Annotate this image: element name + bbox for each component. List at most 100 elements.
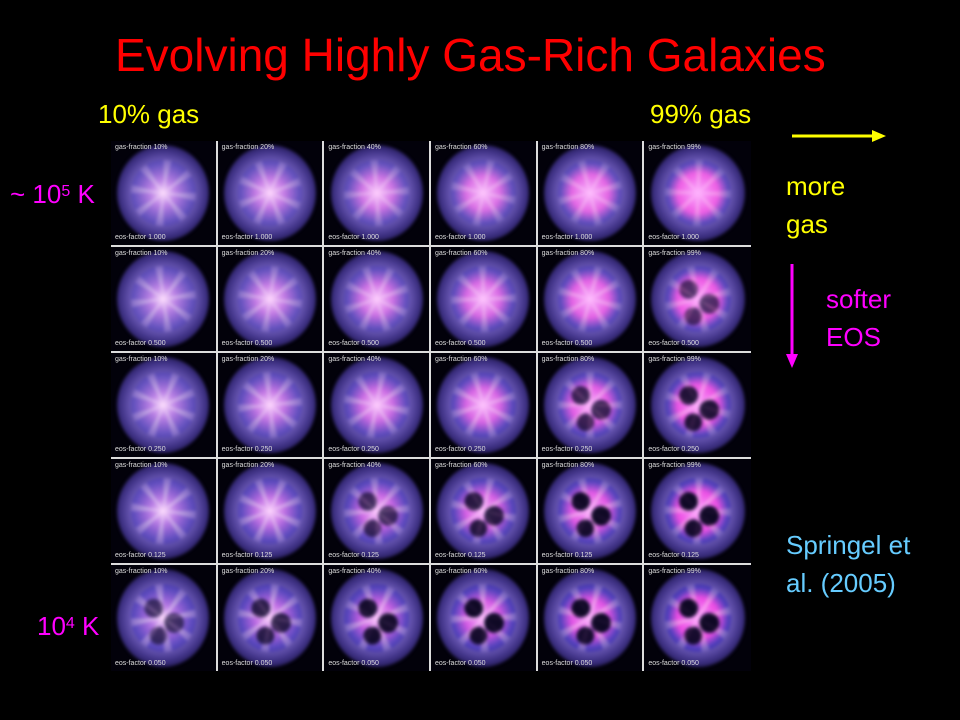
gas-fraction-label: gas-fraction 20% — [221, 462, 275, 469]
temp-exponent: 4 — [65, 615, 75, 632]
gas-fraction-label: gas-fraction 10% — [115, 144, 168, 151]
galaxy-image — [223, 357, 317, 453]
galaxy-image — [543, 569, 637, 667]
eos-factor-label: eos-factor 1.000 — [648, 234, 699, 241]
galaxy-image — [223, 463, 317, 559]
eos-factor-label: eos-factor 0.250 — [115, 446, 166, 453]
galaxy-image — [117, 569, 210, 667]
eos-factor-label: eos-factor 0.125 — [648, 552, 699, 559]
eos-factor-label: eos-factor 1.000 — [434, 234, 486, 241]
gas-fraction-label: gas-fraction 80% — [541, 462, 595, 469]
galaxy-panel: gas-fraction 10% eos-factor 1.000 — [111, 141, 218, 247]
galaxy-image — [437, 463, 530, 559]
gas-fraction-label: gas-fraction 10% — [115, 356, 168, 363]
galaxy-panel: gas-fraction 10% eos-factor 0.500 — [111, 247, 218, 353]
more-gas-line: more — [786, 171, 846, 201]
galaxy-image — [650, 145, 745, 241]
eos-factor-label: eos-factor 0.050 — [221, 660, 273, 667]
galaxy-image — [330, 463, 423, 559]
eos-factor-label: eos-factor 0.050 — [115, 660, 166, 667]
softer-eos-line: EOS — [826, 322, 881, 352]
eos-factor-label: eos-factor 0.125 — [434, 552, 486, 559]
gas-fraction-label: gas-fraction 40% — [328, 356, 381, 363]
galaxy-image — [117, 357, 210, 453]
gas-fraction-label: gas-fraction 20% — [221, 356, 275, 363]
hot-temperature-label: ~ 105 K — [10, 175, 95, 213]
cool-temperature-label: 104 K — [37, 607, 99, 645]
eos-factor-label: eos-factor 1.000 — [221, 234, 273, 241]
gas-fraction-label: gas-fraction 60% — [434, 462, 488, 469]
galaxy-panel: gas-fraction 60% eos-factor 0.250 — [430, 353, 538, 459]
eos-factor-label: eos-factor 0.250 — [648, 446, 699, 453]
galaxy-panel: gas-fraction 60% eos-factor 0.125 — [430, 459, 538, 565]
citation-line: al. (2005) — [786, 568, 896, 598]
gas-fraction-label: gas-fraction 40% — [328, 144, 381, 151]
galaxy-panel: gas-fraction 60% eos-factor 0.050 — [430, 565, 538, 671]
slide-title: Evolving Highly Gas-Rich Galaxies — [115, 29, 826, 81]
galaxy-panel: gas-fraction 80% eos-factor 0.125 — [537, 459, 645, 565]
eos-factor-label: eos-factor 0.125 — [115, 552, 166, 559]
gas-fraction-label: gas-fraction 60% — [434, 144, 488, 151]
galaxy-image — [223, 569, 317, 667]
eos-factor-label: eos-factor 1.000 — [541, 234, 593, 241]
eos-arrow-icon — [786, 264, 798, 368]
gas-fraction-label: gas-fraction 10% — [115, 462, 168, 469]
galaxy-image — [650, 463, 745, 559]
eos-factor-label: eos-factor 0.050 — [434, 660, 486, 667]
eos-factor-label: eos-factor 0.125 — [221, 552, 273, 559]
more-gas-text: more gas — [786, 167, 845, 243]
gas-fraction-label: gas-fraction 60% — [434, 356, 488, 363]
eos-factor-label: eos-factor 1.000 — [328, 234, 379, 241]
galaxy-panel: gas-fraction 80% eos-factor 0.250 — [537, 353, 645, 459]
gas-fraction-label: gas-fraction 40% — [328, 568, 381, 575]
galaxy-panel: gas-fraction 10% eos-factor 0.250 — [111, 353, 218, 459]
galaxy-image — [223, 145, 317, 241]
gas-fraction-label: gas-fraction 20% — [221, 144, 275, 151]
eos-factor-label: eos-factor 0.250 — [221, 446, 273, 453]
galaxy-image — [223, 251, 317, 347]
galaxy-panel: gas-fraction 40% eos-factor 0.050 — [324, 565, 431, 671]
eos-factor-label: eos-factor 1.000 — [115, 234, 166, 241]
gas-fraction-label: gas-fraction 80% — [541, 250, 595, 257]
galaxy-panel: gas-fraction 99% eos-factor 0.125 — [644, 459, 751, 565]
galaxy-image — [437, 251, 530, 347]
galaxy-panel: gas-fraction 20% eos-factor 0.500 — [217, 247, 325, 353]
more-gas-line: gas — [786, 209, 828, 239]
citation-line: Springel et — [786, 530, 911, 560]
galaxy-panel: gas-fraction 40% eos-factor 0.125 — [324, 459, 431, 565]
gas-fraction-label: gas-fraction 20% — [221, 250, 275, 257]
galaxy-image — [330, 251, 423, 347]
eos-factor-label: eos-factor 0.500 — [541, 340, 593, 347]
gas-fraction-label: gas-fraction 80% — [541, 568, 595, 575]
galaxy-image — [437, 357, 530, 453]
galaxy-image — [543, 463, 637, 559]
galaxy-image — [543, 145, 637, 241]
galaxy-image — [543, 357, 637, 453]
galaxy-panel: gas-fraction 20% eos-factor 0.050 — [217, 565, 325, 671]
gas-fraction-label: gas-fraction 99% — [648, 356, 701, 363]
galaxy-panel: gas-fraction 10% eos-factor 0.125 — [111, 459, 218, 565]
galaxy-panel: gas-fraction 99% eos-factor 0.050 — [644, 565, 751, 671]
eos-factor-label: eos-factor 0.250 — [434, 446, 486, 453]
gas-fraction-label: gas-fraction 99% — [648, 250, 701, 257]
galaxy-panel: gas-fraction 10% eos-factor 0.050 — [111, 565, 218, 671]
galaxy-image — [650, 251, 745, 347]
eos-factor-label: eos-factor 0.250 — [541, 446, 593, 453]
gas-fraction-label: gas-fraction 99% — [648, 144, 701, 151]
galaxy-image — [437, 569, 530, 667]
galaxy-panel: gas-fraction 20% eos-factor 0.125 — [217, 459, 325, 565]
galaxy-image — [437, 145, 530, 241]
gas-fraction-label: gas-fraction 40% — [328, 250, 381, 257]
low-gas-label: 10% gas — [98, 99, 200, 129]
eos-factor-label: eos-factor 0.500 — [221, 340, 273, 347]
softer-eos-line: softer — [826, 284, 892, 314]
eos-factor-label: eos-factor 0.125 — [328, 552, 379, 559]
eos-factor-label: eos-factor 0.250 — [328, 446, 379, 453]
high-gas-label: 99% gas — [650, 99, 752, 129]
galaxy-panel: gas-fraction 40% eos-factor 1.000 — [324, 141, 431, 247]
gas-fraction-label: gas-fraction 10% — [115, 568, 168, 575]
galaxy-panel: gas-fraction 80% eos-factor 1.000 — [537, 141, 645, 247]
galaxy-panel: gas-fraction 60% eos-factor 0.500 — [430, 247, 538, 353]
galaxy-panel: gas-fraction 99% eos-factor 1.000 — [644, 141, 751, 247]
galaxy-image — [543, 251, 637, 347]
